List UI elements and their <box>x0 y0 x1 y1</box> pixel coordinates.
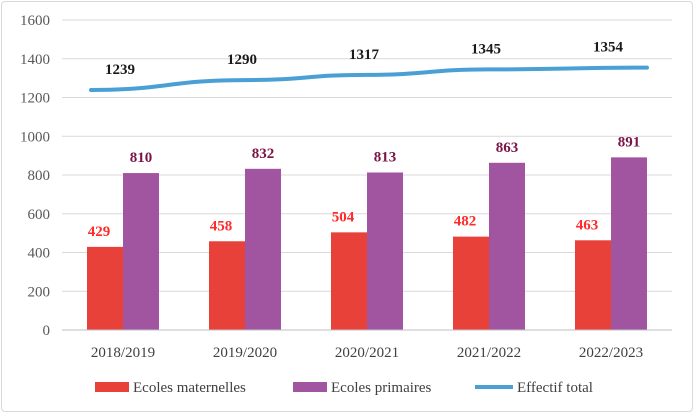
bar-ecoles-maternelles <box>87 246 123 330</box>
x-category-label: 2021/2022 <box>457 345 521 361</box>
bar-data-label: 429 <box>88 224 111 240</box>
y-axis: 0 200 400 600 800 1000 1200 1400 1600 <box>20 13 50 339</box>
legend: Ecoles maternelles Ecoles primaires Effect… <box>95 380 593 396</box>
bar-ecoles-maternelles <box>575 240 611 330</box>
bar-ecoles-primaires <box>123 173 159 330</box>
legend-swatch <box>95 382 129 392</box>
y-tick-label: 1400 <box>20 52 50 68</box>
y-tick-label: 600 <box>28 207 51 223</box>
bar-data-label: 482 <box>454 214 477 230</box>
bar-data-label: 863 <box>496 140 519 156</box>
data-labels: 429 458 504 482 463 810 832 813 863 891 1239 1290 13… <box>88 40 641 240</box>
y-tick-label: 1200 <box>20 91 50 107</box>
bar-ecoles-maternelles <box>453 236 489 330</box>
bar-ecoles-maternelles <box>209 241 245 330</box>
x-category-label: 2019/2020 <box>213 345 277 361</box>
line-data-label: 1345 <box>471 41 501 57</box>
bar-data-label: 463 <box>576 217 599 233</box>
legend-label: Effectif total <box>517 380 593 396</box>
bar-ecoles-primaires <box>367 172 403 330</box>
y-tick-label: 1600 <box>20 13 50 29</box>
line-data-label: 1239 <box>105 62 135 78</box>
line-data-label: 1317 <box>349 47 380 63</box>
x-category-label: 2018/2019 <box>91 345 155 361</box>
y-tick-label: 200 <box>28 284 51 300</box>
bar-data-label: 458 <box>210 218 233 234</box>
legend-label: Ecoles primaires <box>331 380 432 396</box>
legend-label: Ecoles maternelles <box>133 380 246 396</box>
bar-ecoles-primaires <box>245 168 281 330</box>
y-tick-label: 400 <box>28 246 51 262</box>
x-category-label: 2022/2023 <box>579 345 643 361</box>
bar-data-label: 504 <box>332 209 355 225</box>
bar-data-label: 891 <box>618 134 641 150</box>
line-data-label: 1354 <box>593 40 624 56</box>
bar-data-label: 810 <box>130 150 153 166</box>
bar-ecoles-primaires <box>611 157 647 330</box>
line-effectif-total <box>89 65 649 92</box>
x-category-label: 2020/2021 <box>335 345 399 361</box>
x-axis: 2018/2019 2019/2020 2020/2021 2021/2022 2022… <box>62 329 672 361</box>
y-tick-label: 1000 <box>20 129 50 145</box>
bars <box>87 157 647 330</box>
bar-ecoles-maternelles <box>331 232 367 330</box>
y-tick-label: 800 <box>28 168 51 184</box>
legend-swatch <box>293 382 327 392</box>
bar-data-label: 813 <box>374 149 397 165</box>
line-data-label: 1290 <box>227 52 257 68</box>
line-series <box>89 65 649 92</box>
y-tick-label: 0 <box>43 323 51 339</box>
bar-data-label: 832 <box>252 146 275 162</box>
bar-ecoles-primaires <box>489 162 525 330</box>
